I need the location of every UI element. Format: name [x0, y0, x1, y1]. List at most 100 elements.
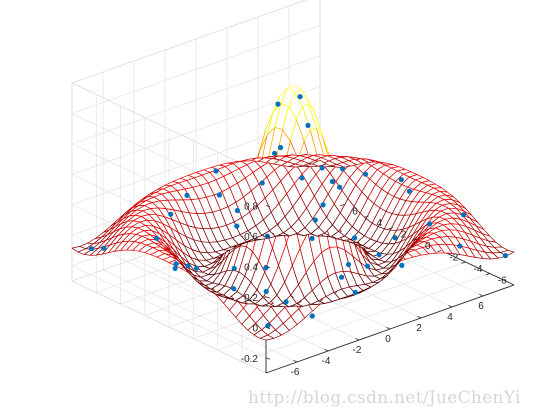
grid-line: [241, 273, 490, 362]
z-tick-label: 0.4: [244, 262, 258, 273]
scatter-point: [263, 288, 269, 295]
x-tick-label: -2: [353, 345, 362, 356]
z-tick-label: 0.8: [244, 202, 258, 213]
y-tick-label: 2: [401, 230, 407, 241]
surface-mesh-cell: [71, 246, 87, 253]
scatter-point: [362, 171, 369, 177]
scatter-point: [399, 262, 405, 268]
x-tick-label: 0: [385, 334, 391, 345]
scatter-point: [173, 261, 179, 267]
scatter-point: [352, 289, 358, 295]
scatter-point: [312, 217, 318, 223]
scatter-point: [172, 265, 178, 271]
scatter-point: [427, 221, 433, 227]
grid-line: [71, 55, 321, 145]
scatter-point: [502, 253, 508, 259]
scatter-point: [272, 150, 278, 156]
scatter-point: [406, 188, 412, 194]
scatter-point: [339, 274, 345, 280]
z-tick-mark: [265, 205, 271, 208]
box-edge: [71, 82, 267, 176]
scatter-point: [340, 166, 346, 172]
z-tick-mark: [265, 235, 271, 238]
x-tick-mark: [479, 293, 484, 297]
x-tick-mark: [355, 337, 360, 341]
x-tick-mark: [324, 348, 329, 352]
y-tick-mark: [412, 238, 418, 241]
z-tick-mark: [265, 266, 271, 269]
scatter-point: [101, 245, 107, 251]
scatter-point: [309, 313, 315, 319]
scatter-point: [185, 263, 191, 269]
scatter-point: [277, 144, 284, 151]
scatter-point: [275, 101, 281, 107]
scatter-point: [231, 286, 237, 292]
y-tick-mark: [340, 204, 345, 207]
scatter-point: [234, 207, 240, 214]
grid-line: [71, 265, 267, 359]
scatter-point: [461, 212, 467, 218]
scatter-point: [376, 252, 382, 258]
scatter-point: [265, 323, 271, 329]
x-tick-label: 2: [416, 323, 422, 334]
scatter-point: [319, 165, 325, 171]
watermark-text: http://blog.csdn.net/JueChenYi: [248, 388, 521, 408]
z-tick-label: 0: [252, 323, 258, 334]
scatter-point: [168, 211, 174, 217]
z-tick-label: -0.2: [241, 354, 259, 365]
x-tick-mark: [448, 304, 453, 308]
z-tick-mark: [265, 357, 271, 360]
scatter-point: [299, 175, 305, 181]
y-tick-mark: [388, 227, 393, 230]
scatter-point: [398, 177, 404, 183]
scatter-point: [283, 299, 289, 305]
scatter-point: [364, 263, 371, 269]
y-tick-label: 4: [377, 218, 383, 229]
y-tick-label: -2: [449, 253, 458, 264]
scatter-point: [352, 235, 358, 241]
y-tick-mark: [364, 215, 369, 218]
scatter-point: [392, 235, 398, 241]
scatter-point: [457, 243, 463, 249]
scatter-points: [88, 94, 508, 329]
surface-mesh: [71, 84, 515, 341]
scatter-point: [297, 94, 303, 100]
y-tick-label: 6: [352, 207, 358, 218]
y-tick-label: -6: [498, 276, 507, 287]
y-tick-mark: [461, 261, 466, 264]
z-tick-mark: [265, 296, 271, 299]
x-tick-label: 6: [478, 301, 484, 312]
scatter-point: [231, 265, 237, 271]
z-tick-label: 0.2: [244, 293, 258, 304]
scatter-point: [213, 168, 219, 174]
y-tick-mark: [437, 250, 442, 253]
y-tick-label: -4: [474, 264, 483, 275]
grid-line: [71, 25, 321, 114]
scatter-point: [337, 184, 343, 190]
scatter-point: [216, 192, 222, 198]
scatter-point: [309, 235, 315, 241]
y-tick-mark: [485, 273, 490, 276]
scatter-point: [234, 223, 240, 229]
scatter-point: [259, 180, 265, 186]
x-tick-label: 4: [447, 312, 453, 323]
z-tick-mark: [265, 326, 271, 330]
scatter-point: [329, 178, 335, 185]
scatter-point: [184, 192, 190, 198]
x-tick-mark: [293, 359, 298, 363]
z-tick-label: 0.6: [244, 232, 258, 243]
scatter-point: [193, 265, 199, 271]
x-tick-mark: [417, 315, 422, 319]
scatter-point: [88, 246, 95, 252]
scatter-point: [320, 202, 326, 208]
y-tick-label: 0: [425, 241, 431, 252]
scatter-point: [305, 122, 311, 128]
box-edge: [71, 0, 308, 84]
x-tick-mark: [386, 326, 391, 330]
scatter-point: [345, 261, 352, 268]
x-tick-label: -4: [322, 356, 331, 367]
x-tick-label: -6: [291, 367, 300, 378]
scatter-point: [263, 265, 269, 271]
box-edge: [71, 280, 267, 374]
